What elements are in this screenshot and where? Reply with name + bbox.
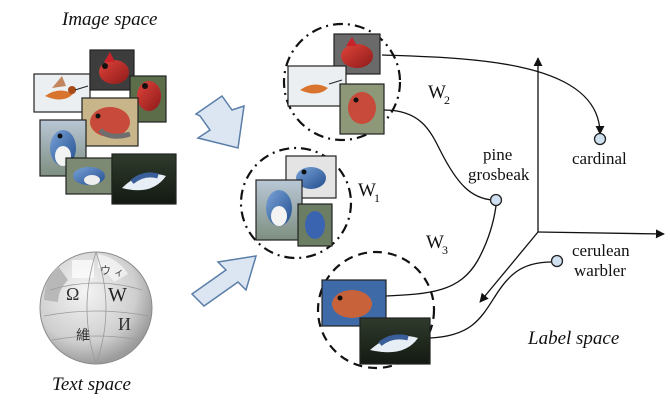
cluster-w1-thumb-warbler bbox=[255, 179, 303, 241]
globe-glyph-i: И bbox=[118, 314, 131, 334]
bird-thumb-cardinal-a bbox=[89, 49, 135, 91]
cluster-w1 bbox=[239, 146, 353, 260]
globe-glyph-kanji: 維 bbox=[76, 328, 90, 344]
globe-glyph-ii: ィ bbox=[114, 268, 124, 279]
label-space-title: Label space bbox=[527, 328, 619, 349]
z-axis bbox=[479, 231, 539, 303]
w1-subscript: 1 bbox=[374, 191, 380, 205]
curve-cardinal bbox=[381, 54, 605, 135]
bird-thumb-warbler-c bbox=[111, 153, 177, 205]
pine-grosbeak-label-line2: grosbeak bbox=[468, 165, 530, 184]
cluster-w1-thumb-bluebird bbox=[297, 203, 333, 247]
image-space-collage bbox=[33, 49, 177, 205]
bird-thumb-grosbeak bbox=[81, 97, 139, 147]
wikipedia-globe-icon: W Ω И 維 ウ ィ bbox=[39, 251, 153, 365]
curve-grosbeak-w2 bbox=[383, 109, 493, 201]
w2-label: W bbox=[428, 82, 446, 103]
cardinal-dot bbox=[593, 132, 607, 146]
pine-grosbeak-label-line1: pine bbox=[483, 145, 512, 164]
text-to-embedding-arrow bbox=[190, 255, 258, 307]
curve-grosbeak-w3 bbox=[385, 205, 497, 297]
globe-glyph-w: W bbox=[108, 284, 127, 306]
curve-warbler bbox=[429, 261, 553, 339]
w3-subscript: 3 bbox=[442, 243, 448, 257]
text-space-title: Text space bbox=[52, 374, 131, 395]
pine-grosbeak-dot bbox=[489, 193, 503, 207]
cluster-w3-thumb-warbler bbox=[359, 317, 431, 365]
image-to-embedding-arrow bbox=[194, 94, 245, 149]
cardinal-label: cardinal bbox=[572, 149, 627, 168]
w1-label: W bbox=[358, 180, 376, 201]
w2-subscript: 2 bbox=[444, 93, 450, 107]
cluster-w3 bbox=[316, 250, 436, 370]
cerulean-warbler-label-line2: warbler bbox=[574, 261, 626, 280]
cluster-w2-thumb-grosbeak bbox=[339, 83, 385, 135]
cerulean-warbler-dot bbox=[550, 254, 564, 268]
globe-glyph-wu: ウ bbox=[100, 264, 111, 277]
label-space-axes bbox=[479, 57, 665, 303]
image-space-title: Image space bbox=[61, 9, 158, 30]
x-axis bbox=[537, 229, 665, 239]
bird-thumb-hummingbird bbox=[33, 73, 91, 113]
cluster-w2-thumb-hummingbird bbox=[287, 65, 347, 107]
cerulean-warbler-label-line1: cerulean bbox=[572, 241, 630, 260]
w3-label: W bbox=[426, 232, 444, 253]
cluster-w2 bbox=[282, 22, 402, 142]
bird-thumb-warbler-b bbox=[65, 157, 113, 195]
globe-glyph-omega: Ω bbox=[66, 284, 79, 304]
